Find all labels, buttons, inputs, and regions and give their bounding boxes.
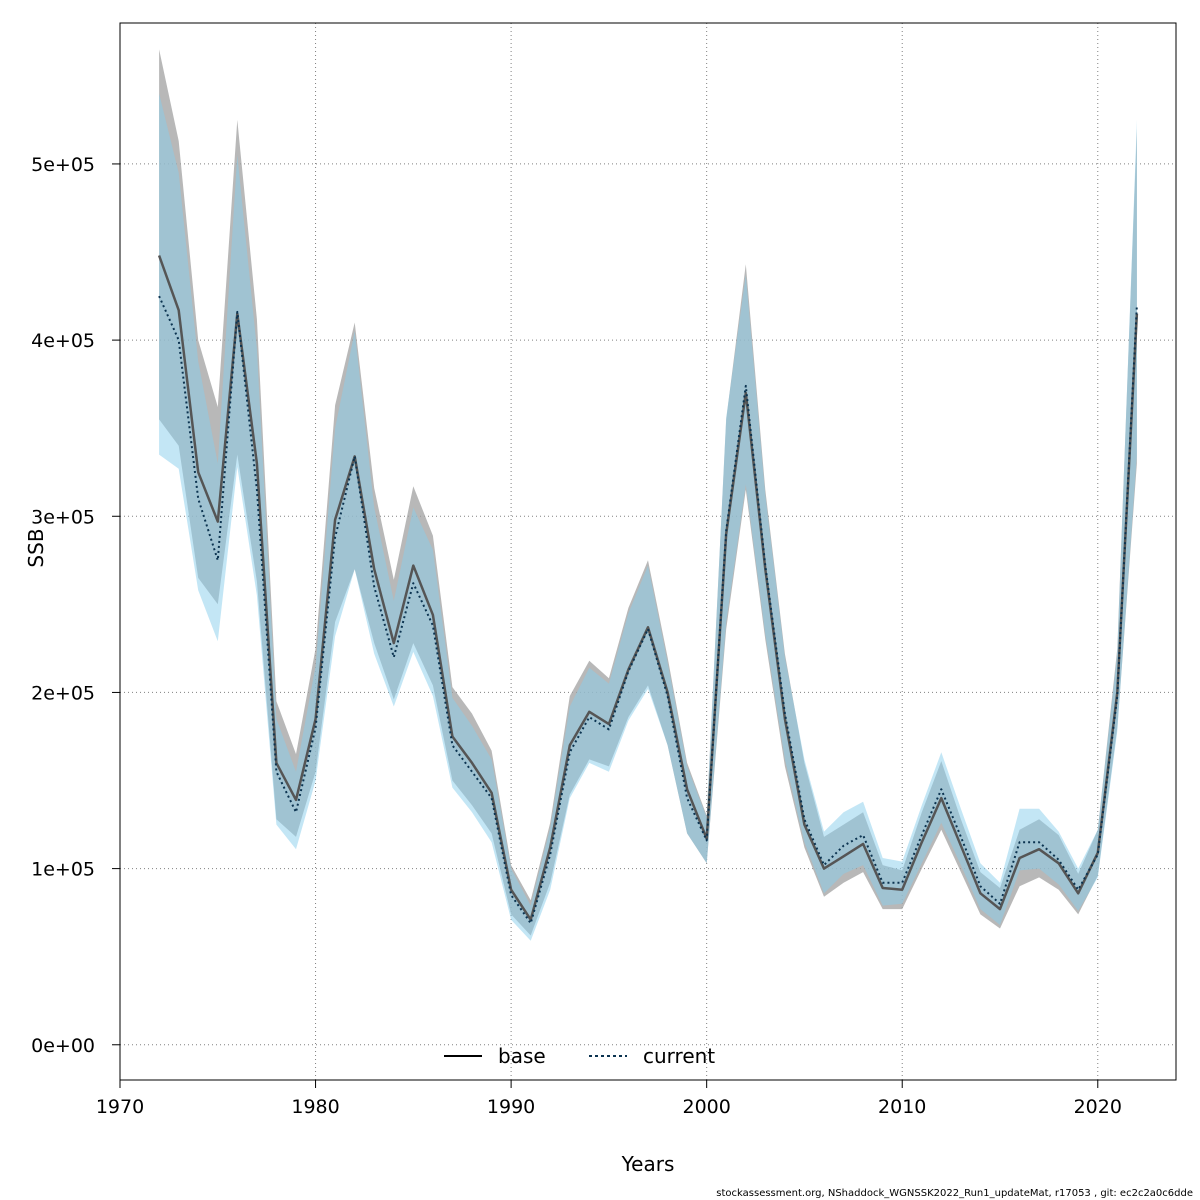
legend: base current [444, 1044, 715, 1068]
x-tick-label: 1980 [291, 1096, 339, 1118]
y-axis: 0e+00 1e+05 2e+05 3e+05 4e+05 5e+05 [31, 154, 120, 1057]
y-tick-label: 1e+05 [31, 859, 95, 881]
x-axis: 1970 1980 1990 2000 2010 2020 [96, 1080, 1122, 1118]
plot-area-border [119, 22, 1177, 1081]
footer-credit: stockassessment.org, NShaddock_WGNSSK202… [716, 1188, 1193, 1199]
grid-lines [119, 23, 1176, 1080]
series-lines [157, 255, 1139, 925]
x-axis-label: Years [621, 1152, 675, 1176]
y-tick-label: 2e+05 [31, 682, 95, 704]
y-tick-label: 0e+00 [31, 1035, 95, 1057]
x-tick-label: 1990 [487, 1096, 535, 1118]
legend-current-label: current [643, 1044, 715, 1068]
y-tick-label: 3e+05 [31, 506, 95, 528]
x-tick-label: 2000 [682, 1096, 730, 1118]
x-tick-label: 2010 [878, 1096, 926, 1118]
y-tick-label: 5e+05 [31, 154, 95, 176]
current-confidence-band [159, 93, 1137, 941]
y-tick-label: 4e+05 [31, 330, 95, 352]
x-tick-label: 2020 [1074, 1096, 1122, 1118]
base-line [157, 255, 1139, 921]
confidence-bands [159, 49, 1137, 941]
y-axis-label: SSB [24, 528, 48, 567]
x-tick-label: 1970 [96, 1096, 144, 1118]
legend-base-label: base [498, 1044, 546, 1068]
